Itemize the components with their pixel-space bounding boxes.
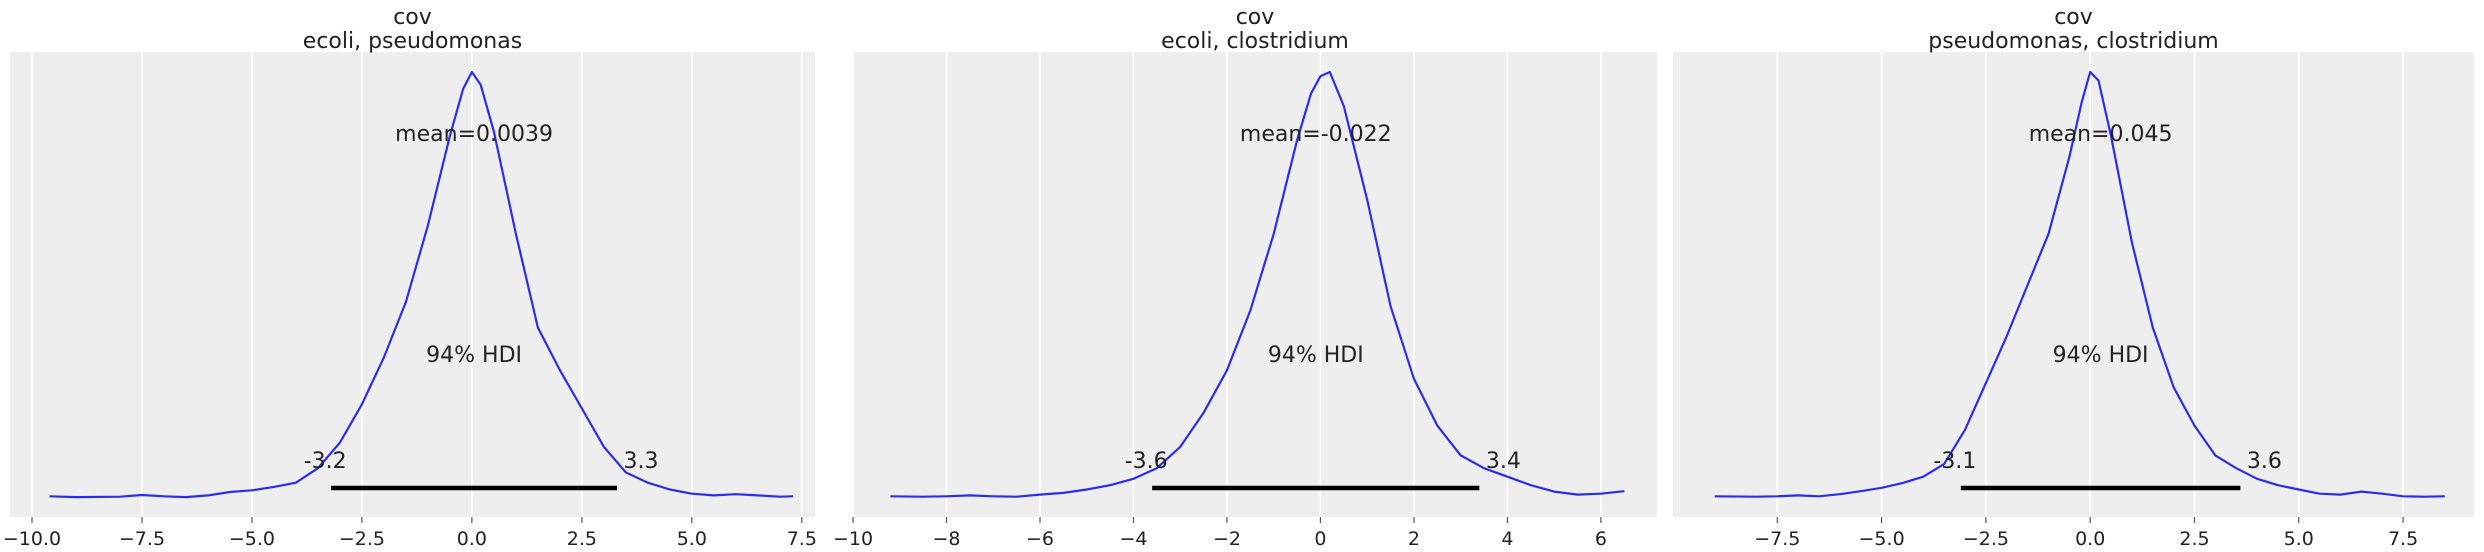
subplot-title-coords: pseudomonas, clostridium — [1928, 29, 2218, 54]
x-tick-label: 2 — [1408, 528, 1420, 550]
x-tick-label: 7.5 — [787, 528, 817, 550]
x-tick-label: −8 — [932, 528, 960, 550]
x-tick-label: −2 — [1213, 528, 1241, 550]
x-tick-label: 2.5 — [2179, 528, 2209, 550]
x-tick-label: 6 — [1595, 528, 1607, 550]
hdi-caption: 94% HDI — [426, 343, 522, 368]
mean-label: mean=0.045 — [2029, 122, 2173, 147]
subplot-3: −7.5 −5.0 −2.5 0.0 2.5 5.0 7.5 covpseudomonas, … — [1673, 5, 2474, 550]
x-tick-label: 0 — [1314, 528, 1326, 550]
x-tick-label: −7.5 — [1754, 528, 1800, 550]
subplot-title-coords: ecoli, pseudomonas — [303, 29, 522, 54]
subplot-title-coords: ecoli, clostridium — [1161, 29, 1349, 54]
x-tick-label: 7.5 — [2388, 528, 2418, 550]
mean-label: mean=-0.022 — [1240, 122, 1392, 147]
hdi-high-label: 3.3 — [624, 449, 659, 474]
x-tick-label: −10 — [833, 528, 873, 550]
x-tick-label: −4 — [1119, 528, 1147, 550]
x-tick-label: −2.5 — [339, 528, 385, 550]
x-tick-label: 2.5 — [567, 528, 597, 550]
x-tick-label: −7.5 — [119, 528, 165, 550]
plot-area — [10, 52, 815, 517]
x-tick-label: −5.0 — [229, 528, 275, 550]
mean-label: mean=0.0039 — [395, 122, 553, 147]
hdi-high-label: 3.4 — [1486, 449, 1521, 474]
density-curve — [890, 70, 1625, 498]
subplot-title-variable: cov — [393, 5, 432, 30]
x-tick-label: −6 — [1026, 528, 1054, 550]
plot-area — [853, 52, 1657, 517]
hdi-low-label: -3.2 — [304, 449, 347, 474]
x-tick-label: 5.0 — [677, 528, 707, 550]
hdi-caption: 94% HDI — [2053, 343, 2149, 368]
x-tick-label: 4 — [1501, 528, 1513, 550]
hdi-low-label: -3.6 — [1125, 449, 1168, 474]
hdi-caption: 94% HDI — [1268, 343, 1364, 368]
x-tick-label: −2.5 — [1963, 528, 2009, 550]
hdi-high-label: 3.6 — [2247, 449, 2282, 474]
x-tick-label: 5.0 — [2284, 528, 2314, 550]
x-tick-label: −5.0 — [1859, 528, 1905, 550]
plot-area — [1673, 52, 2474, 517]
subplot-title-variable: cov — [1236, 5, 1275, 30]
subplot-title-variable: cov — [2054, 5, 2093, 30]
x-tick-label: 0.0 — [2075, 528, 2105, 550]
density-curve — [1714, 70, 2445, 498]
x-tick-label: 0.0 — [457, 528, 487, 550]
x-tick-label: −10.0 — [3, 528, 61, 550]
hdi-low-label: -3.1 — [1933, 449, 1976, 474]
density-curve — [49, 70, 794, 499]
